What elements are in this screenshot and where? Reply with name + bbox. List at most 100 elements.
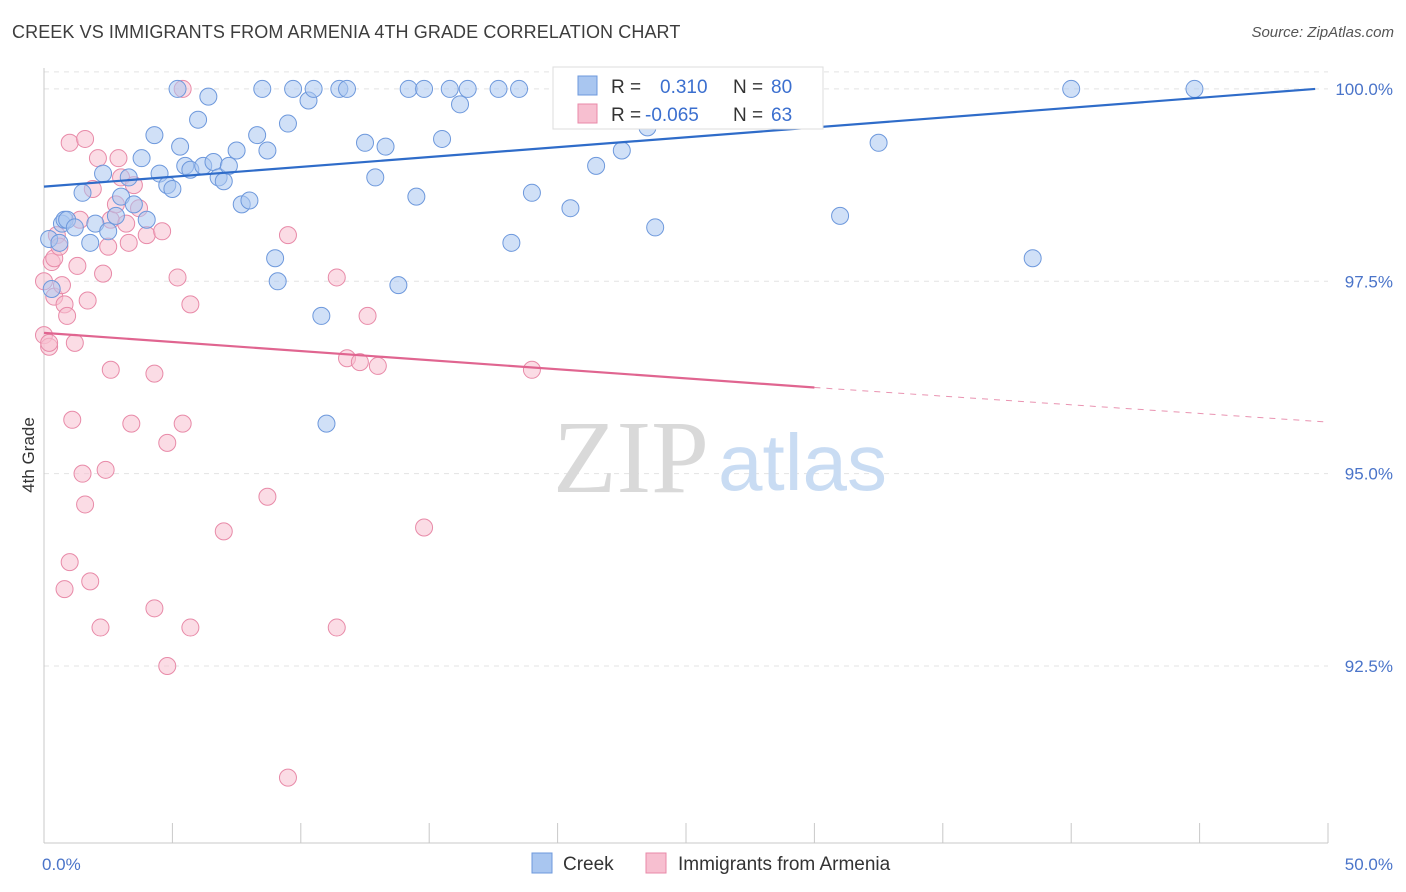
creek-point-37 [253,79,272,98]
axes [43,68,1329,844]
creek-point-23 [171,137,190,156]
creek-point-2 [50,233,69,252]
armenia-point-18 [76,129,95,148]
creek-point-36 [248,126,267,145]
bottom-legend-label-creek: Creek [563,854,614,875]
armenia-point-19 [78,291,97,310]
armenia-point-56 [415,518,434,537]
series-creek-points [40,79,1204,433]
creek-point-26 [189,110,208,129]
series-armenia-points [35,79,541,787]
creek-point-21 [163,179,182,198]
creek-point-74 [1062,79,1081,98]
legend-swatch-armenia [577,103,598,124]
armenia-point-43 [173,414,192,433]
creek-point-62 [510,79,529,98]
creek-point-60 [489,79,508,98]
armenia-point-9 [58,306,77,325]
grid-lines [44,71,1328,667]
creek-point-52 [389,276,408,295]
creek-point-32 [219,156,238,175]
legend-r-value-creek: 0.310 [660,77,708,98]
armenia-point-57 [522,360,541,379]
armenia-point-46 [214,522,233,541]
creek-point-6 [65,218,84,237]
creek-point-1 [42,279,61,298]
creek-point-29 [204,153,223,172]
creek-point-35 [240,191,259,210]
legend-n-value-creek: 80 [771,77,792,98]
creek-point-75 [1185,79,1204,98]
armenia-point-38 [153,222,172,241]
creek-point-48 [338,79,357,98]
creek-point-46 [317,414,336,433]
armenia-point-31 [119,233,138,252]
bottom-legend-label-armenia: Immigrants from Armenia [678,854,891,875]
armenia-point-32 [122,414,141,433]
creek-trend-line [43,87,1316,188]
trend-lines [43,87,1329,423]
creek-point-51 [376,137,395,156]
armenia-point-44 [181,295,200,314]
armenia-point-58 [99,237,118,256]
armenia-point-45 [181,618,200,637]
x-tick-label-min: 0.0% [42,855,81,874]
creek-point-61 [502,233,521,252]
creek-point-65 [587,156,606,175]
chart-title: CREEK VS IMMIGRANTS FROM ARMENIA 4TH GRA… [12,22,681,42]
armenia-point-23 [91,618,110,637]
armenia-point-25 [96,460,115,479]
creek-point-38 [258,141,277,160]
creek-point-18 [145,126,164,145]
legend-r-value-armenia: -0.065 [645,105,699,126]
creek-point-59 [458,79,477,98]
armenia-point-41 [168,268,187,287]
armenia-point-12 [55,580,74,599]
armenia-point-54 [358,306,377,325]
creek-point-28 [199,87,218,106]
armenia-point-22 [88,149,107,168]
armenia-point-39 [158,433,177,452]
creek-point-44 [304,79,323,98]
creek-point-12 [106,206,125,225]
creek-point-7 [73,183,92,202]
x-tick-labels: 0.0% 50.0% [42,855,1393,874]
creek-point-50 [366,168,385,187]
creek-point-22 [168,79,187,98]
source-label: Source: ZipAtlas.com [1251,24,1394,41]
creek-point-73 [1023,249,1042,268]
creek-point-57 [440,79,459,98]
legend-n-value-armenia: 63 [771,105,792,126]
creek-point-10 [94,164,113,183]
creek-point-71 [831,206,850,225]
armenia-point-48 [278,768,297,787]
armenia-point-20 [81,572,100,591]
creek-point-49 [356,133,374,152]
creek-point-63 [522,183,541,202]
creek-point-45 [312,306,331,325]
creek-point-11 [99,222,118,241]
creek-point-14 [119,168,138,187]
creek-point-42 [284,79,303,98]
watermark-atlas: atlas [718,418,887,507]
armenia-trend-line [43,331,815,389]
creek-point-31 [214,172,233,191]
creek-point-33 [227,141,246,160]
y-axis-label: 4th Grade [19,417,38,493]
armenia-point-27 [101,360,120,379]
armenia-point-11 [60,553,79,572]
armenia-point-24 [94,264,113,283]
y-tick-labels: 92.5% 95.0% 97.5% 100.0% [1335,80,1393,676]
armenia-point-10 [60,133,79,152]
creek-point-72 [869,133,888,152]
armenia-point-14 [65,333,84,352]
armenia-point-53 [350,353,369,372]
armenia-point-29 [109,149,128,168]
bottom-legend-swatch-creek [531,852,553,874]
creek-point-55 [415,79,434,98]
creek-point-39 [266,249,285,268]
armenia-point-35 [137,226,156,245]
armenia-point-36 [145,599,164,618]
armenia-point-55 [368,356,387,375]
